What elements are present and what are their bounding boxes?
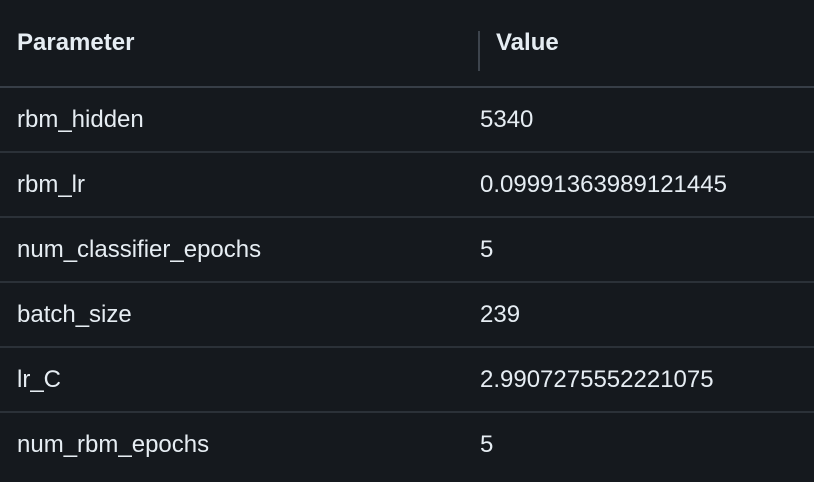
table-row: batch_size 239 <box>0 283 814 348</box>
param-value-cell: 5340 <box>480 105 534 133</box>
column-header-value[interactable]: Value <box>496 29 559 56</box>
table-row: lr_C 2.9907275552221075 <box>0 348 814 413</box>
param-value-cell: 5 <box>480 431 494 458</box>
param-value-cell: 0.09991363989121445 <box>480 170 727 198</box>
column-header-parameter[interactable]: Parameter <box>17 29 135 56</box>
param-name-cell: rbm_hidden <box>17 105 144 133</box>
param-value-cell: 239 <box>480 300 521 328</box>
table-row: rbm_hidden 5340 <box>0 88 814 153</box>
param-name-cell: lr_C <box>17 365 62 393</box>
param-name-cell: batch_size <box>17 300 132 328</box>
column-divider[interactable] <box>478 31 480 71</box>
table-row: num_classifier_epochs 5 <box>0 218 814 283</box>
param-name-cell: num_rbm_epochs <box>17 431 210 458</box>
param-name-cell: rbm_lr <box>17 170 86 198</box>
param-value-cell: 2.9907275552221075 <box>480 365 714 393</box>
table-row: num_rbm_epochs 5 <box>0 413 814 477</box>
table-header: Parameter Value <box>0 0 814 88</box>
table-row: rbm_lr 0.09991363989121445 <box>0 153 814 218</box>
param-name-cell: num_classifier_epochs <box>17 235 262 263</box>
param-value-cell: 5 <box>480 235 494 263</box>
